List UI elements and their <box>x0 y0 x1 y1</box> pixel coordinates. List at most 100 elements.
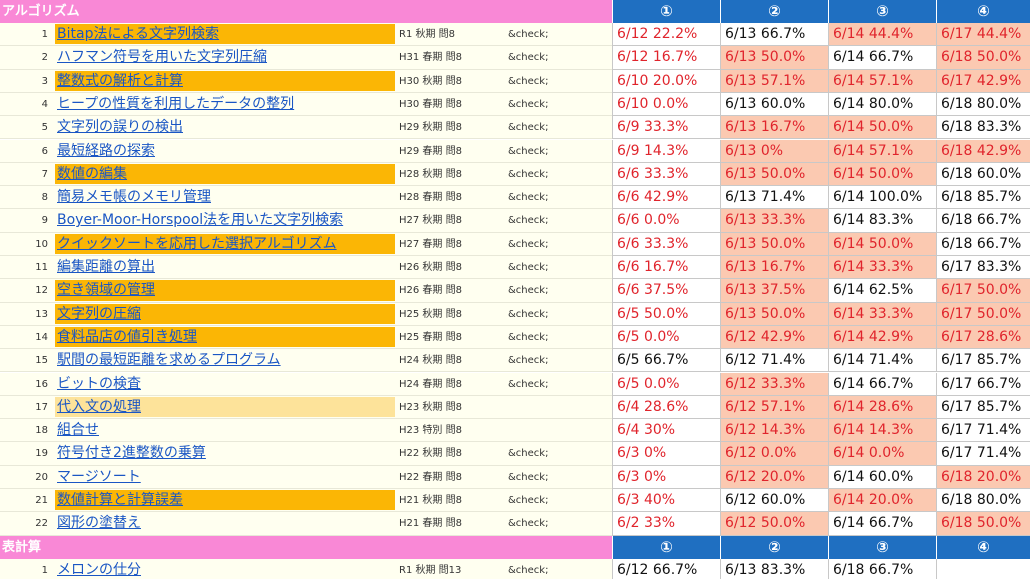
score-cell: 6/18 50.0% <box>936 512 1030 536</box>
title-highlight <box>55 24 395 45</box>
score-cell: 6/6 33.3% <box>612 232 720 256</box>
check-cell: &check; <box>504 442 612 466</box>
problem-title-link[interactable]: ヒープの性質を利用したデータの整列 <box>57 95 295 112</box>
problem-title-cell: 符号付き2進整数の乗算 <box>52 442 395 466</box>
problem-title-link[interactable]: 数値の編集 <box>57 165 127 182</box>
table-row: 11 編集距離の算出 H26 秋期 問8 &check; 6/6 16.7% 6/13 1… <box>0 256 1030 280</box>
row-number: 17 <box>0 395 52 420</box>
exam-session: H30 秋期 問8 <box>395 69 504 93</box>
attempt-column-header: ① <box>612 0 720 23</box>
problem-title-cell: 代入文の処理 <box>52 395 395 420</box>
score-cell: 6/13 16.7% <box>720 116 828 140</box>
score-cell: 6/12 57.1% <box>720 395 828 420</box>
problem-title-link[interactable]: 簡易メモ帳のメモリ管理 <box>57 189 211 206</box>
score-cell: 6/18 80.0% <box>936 92 1030 117</box>
table-row: 12 空き領域の管理 H26 春期 問8 &check; 6/6 37.5% 6/13 3… <box>0 279 1030 303</box>
score-cell: 6/10 0.0% <box>612 92 720 117</box>
score-cell: 6/14 57.1% <box>828 139 936 163</box>
exam-session: H25 春期 問8 <box>395 325 504 350</box>
score-cell: 6/18 66.7% <box>828 558 936 579</box>
problem-title-cell: 駅間の最短距離を求めるプログラム <box>52 349 395 373</box>
row-number: 20 <box>0 465 52 489</box>
problem-title-link[interactable]: 文字列の誤りの検出 <box>57 119 183 136</box>
row-number: 21 <box>0 489 52 513</box>
score-cell: 6/17 71.4% <box>936 419 1030 443</box>
problem-title-link[interactable]: 組合せ <box>57 422 99 439</box>
problem-title-link[interactable]: 符号付き2進整数の乗算 <box>57 445 206 462</box>
check-cell: &check; <box>504 92 612 117</box>
score-cell: 6/14 14.3% <box>828 419 936 443</box>
score-cell: 6/3 40% <box>612 489 720 513</box>
row-number: 4 <box>0 92 52 117</box>
problem-title-cell: Bitap法による文字列検索 <box>52 23 395 47</box>
score-cell: 6/17 50.0% <box>936 302 1030 326</box>
problem-title-link[interactable]: 空き領域の管理 <box>57 282 155 299</box>
score-cell: 6/12 60.0% <box>720 489 828 513</box>
score-cell: 6/12 50.0% <box>720 512 828 536</box>
row-number: 2 <box>0 46 52 70</box>
check-cell <box>504 395 612 420</box>
check-cell: &check; <box>504 209 612 233</box>
score-cell: 6/12 42.9% <box>720 325 828 350</box>
title-highlight <box>55 70 395 91</box>
score-cell: 6/14 50.0% <box>828 162 936 187</box>
problem-title-link[interactable]: ビットの検査 <box>57 375 141 392</box>
score-cell: 6/5 50.0% <box>612 302 720 326</box>
problem-title-link[interactable]: メロンの仕分 <box>57 561 141 578</box>
check-cell: &check; <box>504 256 612 280</box>
title-highlight <box>55 303 395 324</box>
score-cell: 6/4 28.6% <box>612 395 720 420</box>
problem-title-link[interactable]: 整数式の解析と計算 <box>57 72 183 89</box>
check-cell: &check; <box>504 46 612 70</box>
problem-title-link[interactable]: ハフマン符号を用いた文字列圧縮 <box>57 49 267 66</box>
check-cell: &check; <box>504 349 612 373</box>
table-row: 21 数値計算と計算誤差 H21 秋期 問8 &check; 6/3 40% 6/12 6… <box>0 489 1030 513</box>
score-cell: 6/13 0% <box>720 139 828 163</box>
problem-title-link[interactable]: 数値計算と計算誤差 <box>57 492 183 508</box>
row-number: 1 <box>0 558 52 579</box>
row-number: 12 <box>0 279 52 303</box>
problem-title-link[interactable]: 食料品店の値引き処理 <box>57 328 197 345</box>
table-row: 14 食料品店の値引き処理 H25 春期 問8 &check; 6/5 0.0% 6/12… <box>0 325 1030 350</box>
score-cell: 6/12 20.0% <box>720 465 828 489</box>
problem-title-cell: 図形の塗替え <box>52 512 395 536</box>
score-cell: 6/14 42.9% <box>828 325 936 350</box>
score-cell: 6/6 33.3% <box>612 162 720 187</box>
problem-title-link[interactable]: Boyer-Moor-Horspool法を用いた文字列検索 <box>57 212 344 229</box>
table-row: 6 最短経路の探索 H29 春期 問8 &check; 6/9 14.3% 6/13 0%… <box>0 139 1030 163</box>
problem-title-link[interactable]: 駅間の最短距離を求めるプログラム <box>57 352 281 369</box>
score-cell: 6/6 16.7% <box>612 256 720 280</box>
problem-title-link[interactable]: クイックソートを応用した選択アルゴリズム <box>57 235 337 252</box>
problem-title-link[interactable]: 最短経路の探索 <box>57 142 155 159</box>
score-cell: 6/18 60.0% <box>936 162 1030 187</box>
problem-title-link[interactable]: 文字列の圧縮 <box>57 305 141 322</box>
score-cell: 6/3 0% <box>612 442 720 466</box>
exam-session: H24 春期 問8 <box>395 372 504 396</box>
score-cell: 6/14 80.0% <box>828 92 936 117</box>
problem-title-cell: 文字列の圧縮 <box>52 302 395 326</box>
row-number: 6 <box>0 139 52 163</box>
problem-title-link[interactable]: 編集距離の算出 <box>57 259 155 275</box>
check-cell: &check; <box>504 69 612 93</box>
problem-title-link[interactable]: 図形の塗替え <box>57 515 141 532</box>
row-number: 14 <box>0 325 52 350</box>
attempt-column-header: ④ <box>936 0 1030 23</box>
score-cell: 6/13 50.0% <box>720 232 828 256</box>
score-cell: 6/5 0.0% <box>612 372 720 396</box>
score-cell: 6/12 14.3% <box>720 419 828 443</box>
title-highlight <box>55 280 395 301</box>
problem-title-cell: 文字列の誤りの検出 <box>52 116 395 140</box>
problem-title-link[interactable]: Bitap法による文字列検索 <box>57 26 220 42</box>
row-number: 10 <box>0 232 52 256</box>
score-cell: 6/13 71.4% <box>720 186 828 210</box>
score-cell: 6/12 0.0% <box>720 442 828 466</box>
problem-title-cell: クイックソートを応用した選択アルゴリズム <box>52 232 395 256</box>
problem-title-link[interactable]: マージソート <box>57 468 141 485</box>
exam-session: H23 特別 問8 <box>395 419 504 443</box>
problem-title-link[interactable]: 代入文の処理 <box>57 398 141 415</box>
section-label: アルゴリズム <box>0 0 612 23</box>
check-cell: &check; <box>504 489 612 513</box>
score-cell: 6/6 42.9% <box>612 186 720 210</box>
score-cell: 6/14 50.0% <box>828 232 936 256</box>
table-row: 3 整数式の解析と計算 H30 秋期 問8 &check; 6/10 20.0% 6/13… <box>0 69 1030 93</box>
